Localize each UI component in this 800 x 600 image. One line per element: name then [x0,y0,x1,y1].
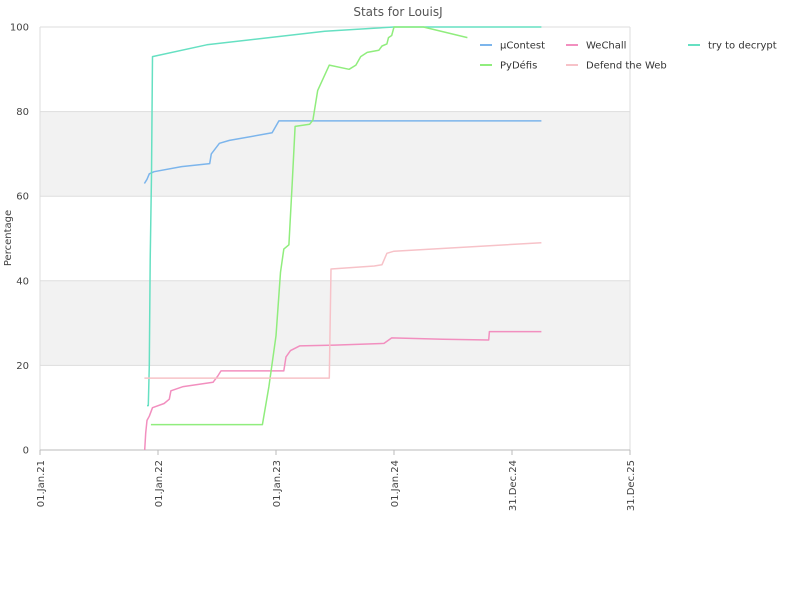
legend-item: try to decrypt [688,41,777,52]
legend-label: WeChall [586,41,626,52]
legend-label: PyDéfis [500,60,537,72]
x-tick-label: 01.Jan.22 [154,460,165,507]
legend-item: µContest [480,41,545,52]
y-tick-label: 80 [16,107,29,118]
series-line-4 [150,26,468,426]
chart-title: Stats for LouisJ [353,5,442,19]
y-tick-label: 20 [16,361,29,372]
grid-band [40,280,630,366]
x-tick-label: 01.Jan.24 [390,460,401,507]
series-line-5 [144,241,542,379]
legend-label: Defend the Web [586,61,667,72]
legend-item: WeChall [566,41,626,52]
x-tick-label: 31.Dec.25 [626,460,637,511]
grid-band [40,111,630,197]
plot-area: 0 20 40 60 80 100 01.Jan.21 01.Jan.22 01.Jan.23 0… [10,23,637,512]
y-tick-label: 100 [10,23,29,34]
legend-item: Defend the Web [566,61,667,72]
legend-label: try to decrypt [708,41,777,52]
legend: µContest WeChall try to decrypt PyDéfis Defe… [480,41,777,72]
y-axis-label: Percentage [3,210,14,266]
x-tick-label: 01.Jan.23 [272,460,283,507]
series-line-2 [143,330,542,451]
y-tick-label: 40 [16,276,29,287]
x-tick-label: 01.Jan.21 [36,460,47,507]
x-tick-label: 31.Dec.24 [508,460,519,511]
legend-item: PyDéfis [480,60,537,72]
y-tick-label: 60 [16,192,29,203]
series-line-1 [143,120,542,184]
y-tick-label: 0 [23,446,29,457]
legend-label: µContest [500,41,545,52]
